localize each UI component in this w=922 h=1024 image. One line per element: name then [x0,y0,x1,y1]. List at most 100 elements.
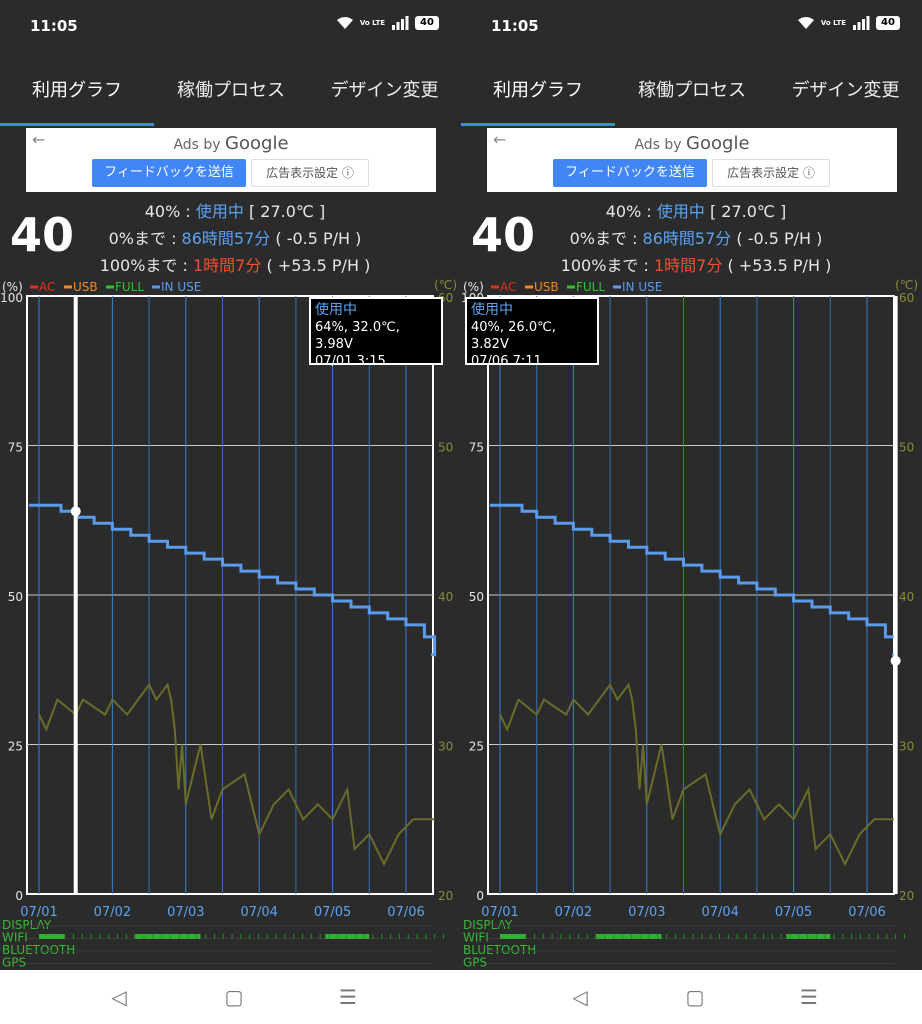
x-tick-label: 07/05 [775,905,812,920]
right-tick-label: 30 [899,740,914,754]
x-tick-label: 07/06 [848,905,885,920]
left-axis-unit: (%) [463,280,484,294]
back-icon[interactable]: ◁ [572,985,588,1009]
legend-item: IN USE [622,280,662,294]
battery-level-big: 40 [10,208,75,262]
battery-icon: 40 [415,16,439,30]
battery-info: 40% : 使用中 [ 27.0℃ ] 0%まで : 86時間57分 ( -0.… [90,200,380,281]
x-tick-label: 07/02 [94,905,131,920]
tab-usage-graph[interactable]: 利用グラフ [32,80,122,101]
signal-icon [392,16,409,30]
back-arrow-icon[interactable]: ← [32,130,46,149]
right-tick-label: 50 [438,441,453,455]
signal-icon [853,16,870,30]
activity-row-label: DISPLAY [2,918,52,932]
info-line-current: 40% : 使用中 [ 27.0℃ ] [144,202,326,221]
ad-banner: ← Ads by Google フィードバックを送信 広告表示設定 ⓘ [487,128,897,192]
active-tab-indicator [461,123,615,126]
tab-design[interactable]: デザイン変更 [791,80,900,101]
ad-title: Ads by Google [634,133,750,154]
volte-icon: Vo LTE [359,18,385,27]
activity-row-label: WIFI [463,931,489,945]
right-tick-label: 50 [899,441,914,455]
legend-item: FULL [115,280,144,294]
left-tick-label: 50 [469,590,484,604]
right-axis-unit: (℃) [434,278,457,292]
legend-item: IN USE [161,280,201,294]
battery-level-big: 40 [471,208,536,262]
temperature-line [38,682,435,867]
x-tick-label: 07/03 [628,905,665,920]
left-tick-label: 50 [8,590,23,604]
left-tick-label: 25 [469,740,484,754]
left-tick-label: 0 [15,889,23,903]
value-popup: 使用中 40%, 26.0℃, 3.82V 07/06 7:11 [465,297,599,369]
x-tick-label: 07/02 [555,905,592,920]
popup-values: 40%, 26.0℃, 3.82V [471,320,556,352]
status-bar: 11:05 Vo LTE 40 [461,0,922,52]
battery-level-line [29,503,437,657]
wifi-active-segment [325,934,370,939]
left-tick-label: 0 [476,889,484,903]
ad-settings-button[interactable]: 広告表示設定 ⓘ [712,159,830,187]
left-tick-label: 100 [0,291,23,305]
info-line-to-empty: 0%まで : 86時間57分 ( -0.5 P/H ) [108,229,362,248]
wifi-icon [797,17,814,29]
value-popup: 使用中 64%, 32.0℃, 3.98V 07/01 3:15 [309,297,443,369]
left-tick-label: 75 [8,441,23,455]
tab-usage-graph[interactable]: 利用グラフ [493,80,583,101]
home-icon[interactable]: ▢ [685,985,705,1009]
ad-settings-button[interactable]: 広告表示設定 ⓘ [251,159,369,187]
right-tick-label: 30 [438,740,453,754]
legend-item: FULL [576,280,605,294]
cursor-point [70,506,81,517]
left-tick-label: 75 [469,441,484,455]
wifi-active-segment [786,934,831,939]
info-line-to-empty: 0%まで : 86時間57分 ( -0.5 P/H ) [569,229,823,248]
wifi-active-segment [595,934,662,939]
legend-item: AC [500,280,516,294]
x-tick-label: 07/06 [387,905,424,920]
battery-icon: 40 [876,16,900,30]
legend-item: USB [534,280,559,294]
active-tab-indicator [0,123,154,126]
recents-icon[interactable]: ☰ [339,985,357,1009]
legend-item: AC [39,280,55,294]
tab-processes[interactable]: 稼働プロセス [638,80,746,101]
send-feedback-button[interactable]: フィードバックを送信 [553,159,707,187]
pane-right: 11:05 Vo LTE 40 利用グラフ 稼働プロセス デザイン変更 ← Ad… [461,0,922,970]
activity-row-label: DISPLAY [463,918,513,932]
battery-level-line [490,503,898,657]
x-tick-label: 07/05 [314,905,351,920]
x-tick-label: 07/04 [240,905,277,920]
x-tick-label: 07/01 [481,905,518,920]
back-icon[interactable]: ◁ [111,985,127,1009]
popup-time: 07/01 3:15 [315,354,386,369]
popup-values: 64%, 32.0℃, 3.98V [315,320,400,352]
x-tick-label: 07/04 [701,905,738,920]
x-tick-label: 07/03 [167,905,204,920]
home-icon[interactable]: ▢ [224,985,244,1009]
wifi-active-segment [134,934,201,939]
activity-row-label: GPS [463,956,487,970]
back-arrow-icon[interactable]: ← [493,130,507,149]
left-tick-label: 25 [8,740,23,754]
recents-icon[interactable]: ☰ [800,985,818,1009]
ad-banner: ← Ads by Google フィードバックを送信 広告表示設定 ⓘ [26,128,436,192]
legend-item: USB [73,280,98,294]
wifi-active-segment [500,934,526,939]
popup-title: 使用中 [315,302,357,318]
system-navigation-bar: ◁ ▢ ☰ ◁ ▢ ☰ [0,970,922,1024]
activity-row-label: WIFI [2,931,28,945]
tab-design[interactable]: デザイン変更 [330,80,439,101]
tab-processes[interactable]: 稼働プロセス [177,80,285,101]
wifi-active-segment [39,934,65,939]
send-feedback-button[interactable]: フィードバックを送信 [92,159,246,187]
wifi-icon [336,17,353,29]
activity-row-label: GPS [2,956,26,970]
left-axis-unit: (%) [2,280,23,294]
